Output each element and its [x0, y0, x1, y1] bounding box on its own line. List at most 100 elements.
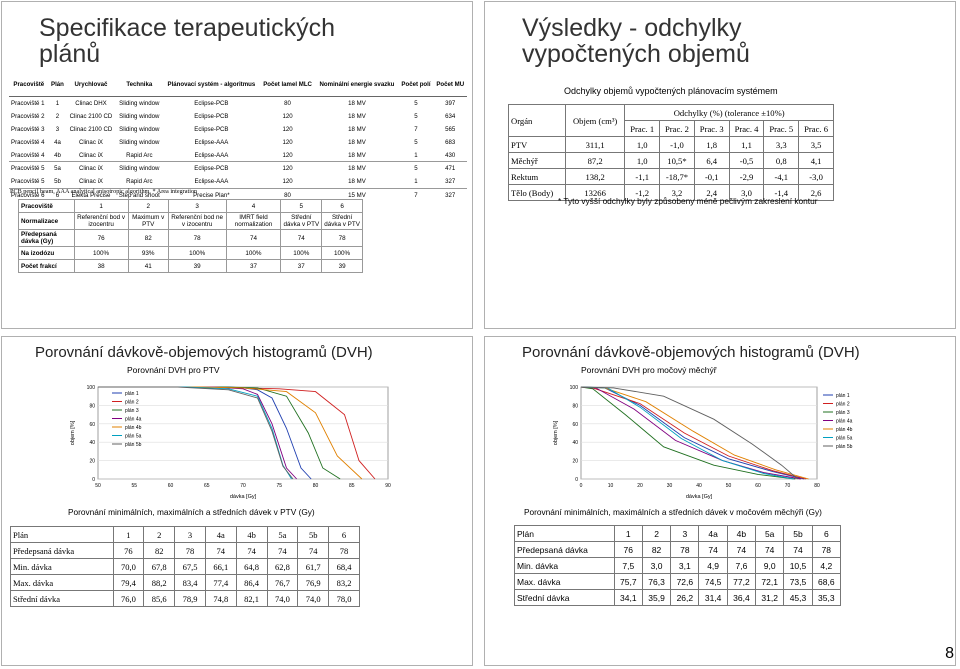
table-row: Na izodózu 100% 93% 100% 100% 100% 100% [18, 246, 363, 260]
table-cell: -0,1 [693, 168, 730, 185]
table-cell: Pracoviště 1 [11, 99, 45, 107]
table-cell: 67,8 [143, 558, 176, 575]
table-cell: Elekta Precise [66, 188, 116, 203]
column-header: Prac. 1 [624, 120, 661, 137]
table-cell: Clinac iX [78, 178, 103, 186]
table-row: Počet frakcí 38 41 39 37 37 39 [18, 259, 363, 273]
legend-label: plán 4b [836, 427, 853, 433]
table-cell: Clinac iX [78, 138, 103, 146]
table-cell: 120 [259, 161, 316, 176]
table-cell: 4a [54, 138, 61, 146]
table-row: Střední dávka 34,1 35,9 26,2 31,4 36,4 31,2 45,… [514, 589, 842, 606]
table-cell: 76,3 [641, 573, 672, 590]
table-row: Min. dávka 7,5 3,0 3,1 4,9 7,6 9,0 10,5 4,2 [514, 557, 842, 574]
column-header: Prac. 6 [798, 120, 834, 137]
x-tick-label: 80 [814, 483, 820, 489]
table-cell: 18 MV [315, 161, 399, 176]
slide-dvh-bladder: Porovnání dávkově-objemových histogramů … [484, 336, 956, 666]
table-cell: 74 [235, 542, 268, 559]
x-tick-label: 80 [313, 483, 319, 489]
table-cell: 4b [726, 525, 757, 542]
table-cell: 77,4 [204, 574, 237, 591]
table-cell: Eclipse-PCB [163, 161, 260, 176]
table-cell: 4,9 [698, 557, 728, 574]
table-cell: 2 [127, 199, 169, 213]
table-cell: 3,0 [641, 557, 672, 574]
x-tick-label: 65 [204, 483, 210, 489]
table-cell: 73,5 [783, 573, 813, 590]
table-cell: 120 [282, 178, 293, 186]
table-cell: 88,2 [143, 574, 176, 591]
column-header: Počet polí [398, 72, 434, 97]
table-cell: 39 [321, 259, 363, 273]
table-cell: 80 [259, 188, 316, 203]
table-cell: 74 [280, 229, 323, 247]
table-cell: 3,1 [670, 557, 700, 574]
table-cell: 76,9 [297, 574, 330, 591]
table-cell: Normalizace [18, 212, 75, 230]
table-cell: 74 [204, 542, 237, 559]
table-cell: 76 [112, 542, 145, 559]
table-row: Pracoviště 4 4a Clinac iX Sliding window Ecl… [9, 136, 467, 149]
table-cell: Min. dávka [514, 557, 615, 574]
table-cell: 3,5 [798, 136, 834, 153]
table-cell: 76,0 [112, 590, 145, 607]
table-cell: Plán [514, 525, 615, 542]
table-subtitle: Odchylky objemů vypočtených plánovacím s… [564, 86, 778, 96]
y-axis-label: objem [%] [553, 420, 559, 445]
table-cell: Step and shoot [115, 188, 164, 203]
x-tick-label: 90 [385, 483, 391, 489]
table-cell: 76 [73, 229, 129, 247]
x-tick-label: 0 [580, 483, 583, 489]
table-cell: 78 [811, 541, 842, 558]
legend-label: plán 1 [125, 391, 139, 397]
table-cell: Pracoviště [18, 199, 75, 213]
table-row: Pracoviště 1 1 Clinac DHX Sliding window Ecl… [9, 97, 467, 110]
table-row: Měchýř 87,2 1,0 10,5* 6,4 -0,5 0,8 4,1 [508, 152, 834, 169]
x-tick-label: 70 [785, 483, 791, 489]
table-cell: Referenční bod ne v izocentru [167, 212, 227, 230]
x-tick-label: 20 [637, 483, 643, 489]
table-cell: 9,0 [755, 557, 785, 574]
table-cell: 66,1 [204, 558, 237, 575]
table-row: Předepsaná dávka (Gy) 76 82 78 74 74 78 [18, 229, 363, 247]
slide-volume-deviations: Výsledky - odchylky vypočtených objemů O… [484, 1, 956, 329]
x-tick-label: 50 [726, 483, 732, 489]
y-tick-label: 60 [572, 422, 578, 428]
table-cell: 72,6 [670, 573, 700, 590]
table-cell: Střední dávka v PTV [280, 212, 323, 230]
table-row: Pracoviště 6 6 Elekta Precise Step and shoo… [9, 188, 467, 203]
plan-spec-table: Pracoviště Plán Urychlovač Technika Plánovac… [9, 72, 467, 203]
table-cell: 5 [280, 199, 323, 213]
legend-label: plán 5b [125, 442, 142, 448]
table-cell: 82,1 [235, 590, 268, 607]
table-cell: 37 [225, 259, 282, 273]
table-cell: 6 [321, 199, 363, 213]
table-cell: Pracoviště 5 [9, 161, 49, 176]
table-cell: 76 [613, 541, 643, 558]
y-tick-label: 0 [92, 477, 95, 483]
table-cell: 61,7 [297, 558, 330, 575]
table-cell: 18 MV [348, 125, 366, 133]
table-row: Pracoviště 1 2 3 4 5 6 [18, 199, 363, 213]
table-cell: 74 [266, 542, 299, 559]
table-cell: 74 [225, 229, 282, 247]
table-cell: 2 [143, 526, 176, 543]
table-cell: 78 [670, 541, 700, 558]
table-cell: Pracoviště 4 [11, 138, 45, 146]
table-row: Normalizace Referenční bod v izocentru Max… [18, 212, 363, 230]
table-cell: Pracoviště 2 [11, 112, 45, 120]
table-cell: 31,4 [698, 589, 728, 606]
table-cell: 74 [726, 541, 757, 558]
x-tick-label: 30 [667, 483, 673, 489]
table-cell: Clinac iX [78, 151, 103, 159]
table-cell: 78,9 [174, 590, 206, 607]
table-cell: 35,3 [811, 589, 842, 606]
table-row: Pracoviště 5 5b Clinac iX Rapid Arc Eclipse-… [9, 175, 467, 188]
table-cell: -4,1 [763, 168, 800, 185]
table-cell: 2 [55, 112, 60, 120]
x-tick-label: 75 [276, 483, 282, 489]
table-cell: 4a [204, 526, 237, 543]
plot-area [580, 386, 818, 480]
table-row: Max. dávka 75,7 76,3 72,6 74,5 77,2 72,1 73,5 68… [514, 573, 842, 590]
